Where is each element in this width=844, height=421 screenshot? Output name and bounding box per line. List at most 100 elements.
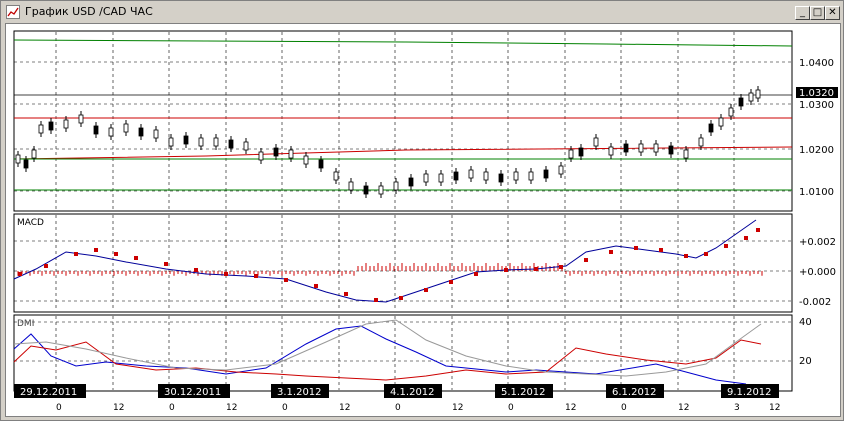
macd-signal-dot xyxy=(744,236,748,240)
macd-signal-dot xyxy=(399,296,403,300)
candle-body xyxy=(213,137,219,147)
candle-body xyxy=(718,117,724,127)
macd-signal-dot xyxy=(684,254,688,258)
candle-body xyxy=(698,137,704,147)
candle-body xyxy=(578,147,584,157)
candle-body xyxy=(31,149,37,159)
candle-body xyxy=(623,143,629,153)
candle-body xyxy=(93,125,99,135)
macd-signal-dot xyxy=(224,272,228,276)
candle-body xyxy=(378,185,384,195)
hour-label: 12 xyxy=(339,403,350,413)
candle-body xyxy=(48,121,54,131)
candle-body xyxy=(23,159,29,169)
candle-body xyxy=(333,171,339,181)
hour-label: 0 xyxy=(395,403,401,413)
macd-tick-2: +0.000 xyxy=(799,267,836,278)
dmi-minus-line xyxy=(13,339,762,381)
price-tick-4: 1.0100 xyxy=(799,187,834,198)
title-bar[interactable]: График USD /CAD ЧАС _ □ ✕ xyxy=(3,3,840,21)
macd-signal-dot xyxy=(559,265,563,269)
candle-body xyxy=(78,114,84,124)
candlesticks xyxy=(15,86,761,198)
hour-label: 12 xyxy=(226,403,237,413)
macd-panel-frame xyxy=(13,213,793,313)
window-title: График USD /CAD ЧАС xyxy=(25,5,153,18)
macd-signal-dot xyxy=(534,267,538,271)
dmi-panel-frame xyxy=(13,314,793,392)
candle-body xyxy=(608,146,614,156)
macd-signal-dot xyxy=(134,256,138,260)
chart-canvas[interactable]: 1.0400 1.0300 1.0200 1.0100 1.0320 MACD … xyxy=(5,23,841,417)
close-button[interactable]: ✕ xyxy=(825,6,840,20)
macd-signal-dot xyxy=(449,280,453,284)
dmi-plus-line xyxy=(13,325,747,385)
candle-body xyxy=(558,165,564,175)
current-price-box xyxy=(796,87,838,98)
candle-body xyxy=(228,139,234,149)
candle-body xyxy=(138,127,144,137)
minimize-button[interactable]: _ xyxy=(795,6,810,20)
macd-tick-3: -0.002 xyxy=(799,297,831,308)
price-levels xyxy=(13,39,793,191)
candle-body xyxy=(108,127,114,137)
candle-body xyxy=(668,145,674,155)
macd-indicator xyxy=(13,219,763,303)
macd-label: MACD xyxy=(17,218,44,228)
hour-label: 12 xyxy=(565,403,576,413)
candle-body xyxy=(318,159,324,169)
hour-label: 3 xyxy=(734,403,740,413)
candle-body xyxy=(288,149,294,159)
candle-body xyxy=(543,169,549,179)
date-label-4: 4.1.2012 xyxy=(390,387,435,398)
macd-signal-dot xyxy=(284,278,288,282)
candle-body xyxy=(728,107,734,117)
candle-body xyxy=(273,147,279,157)
candle-body xyxy=(528,171,534,181)
candle-body xyxy=(513,171,519,181)
hour-labels: 0 12 0 12 0 12 0 12 0 12 0 12 3 12 xyxy=(56,403,780,413)
chart-svg[interactable]: 1.0400 1.0300 1.0200 1.0100 1.0320 MACD … xyxy=(6,24,840,416)
candle-body xyxy=(438,173,444,183)
hour-label: 0 xyxy=(56,403,62,413)
candle-body xyxy=(168,137,174,147)
candle-body xyxy=(393,181,399,191)
maximize-button[interactable]: □ xyxy=(810,6,825,20)
candle-body xyxy=(453,171,459,181)
chart-app-icon xyxy=(6,5,20,19)
macd-signal-dot xyxy=(94,248,98,252)
candle-body xyxy=(593,137,599,147)
candle-body xyxy=(498,173,504,183)
macd-signal-dot xyxy=(659,248,663,252)
candle-body xyxy=(408,177,414,187)
candle-body xyxy=(183,135,189,145)
candle-body xyxy=(738,97,744,107)
candle-body xyxy=(638,143,644,153)
candle-body xyxy=(303,155,309,165)
current-price-label: 1.0320 xyxy=(799,88,834,99)
hour-label: 12 xyxy=(113,403,124,413)
candle-body xyxy=(243,141,249,151)
macd-signal-dot xyxy=(314,284,318,288)
macd-signal-dot xyxy=(424,288,428,292)
date-labels: 29.12.2011 30.12.2011 3.1.2012 4.1.2012 … xyxy=(14,384,779,398)
candle-body xyxy=(258,151,264,161)
macd-signal-dot xyxy=(374,298,378,302)
candle-body xyxy=(363,185,369,195)
adx-line xyxy=(13,319,762,377)
candle-body xyxy=(708,123,714,133)
macd-signal-dot xyxy=(634,246,638,250)
macd-signal-dot xyxy=(344,292,348,296)
candle-body xyxy=(153,129,159,139)
candle-body xyxy=(755,89,761,99)
candle-body xyxy=(38,124,44,134)
hour-label: 0 xyxy=(621,403,627,413)
price-tick-2: 1.0300 xyxy=(799,100,834,111)
candle-body xyxy=(63,119,69,129)
hour-label: 12 xyxy=(452,403,463,413)
macd-line xyxy=(13,219,757,303)
candle-body xyxy=(423,173,429,183)
macd-signal-dot xyxy=(254,274,258,278)
price-panel-frame xyxy=(13,30,793,212)
